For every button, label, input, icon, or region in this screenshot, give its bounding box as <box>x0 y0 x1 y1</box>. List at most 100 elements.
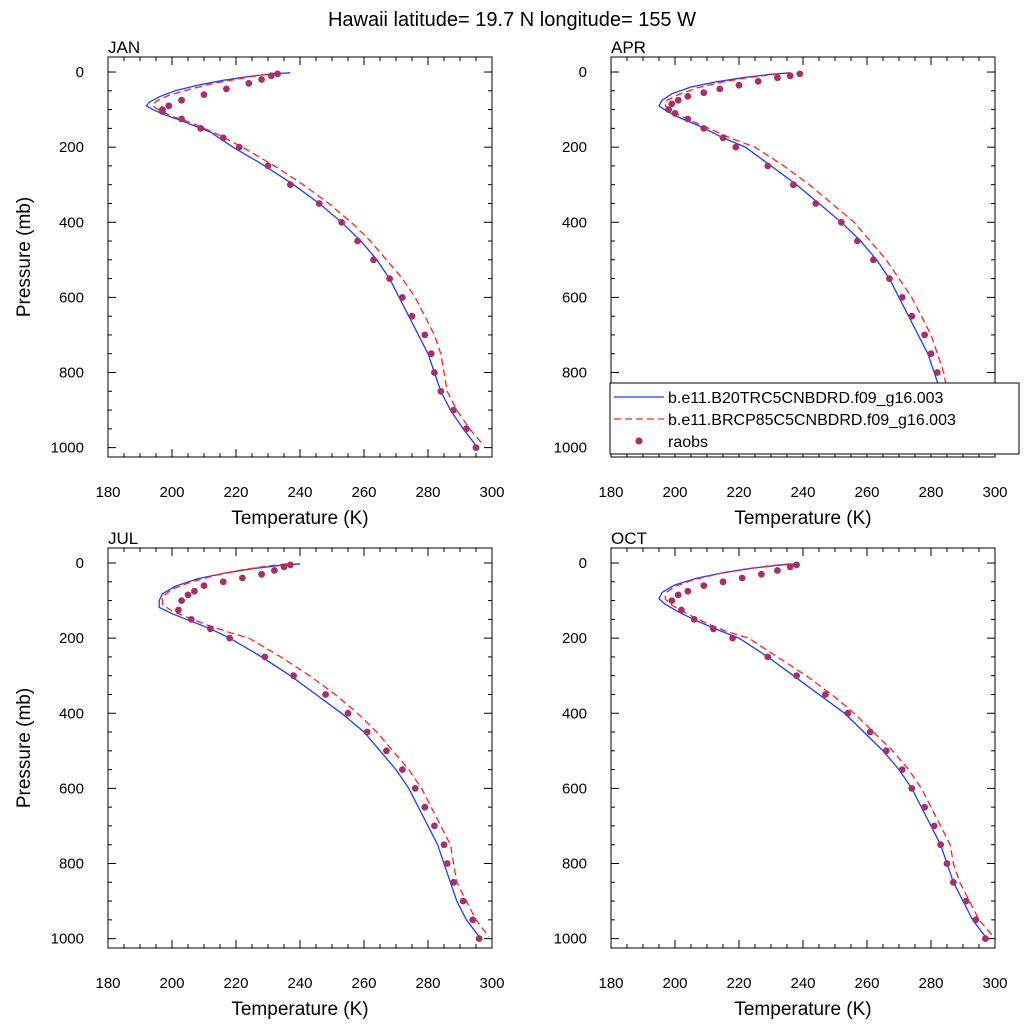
x-tick-label: 260 <box>351 484 376 501</box>
x-tick-label: 180 <box>598 484 623 501</box>
raobs-point <box>165 102 173 110</box>
x-tick-label: 220 <box>726 484 751 501</box>
raobs-point <box>175 606 182 614</box>
series-line-b20trc <box>145 72 477 447</box>
raobs-point <box>812 200 820 207</box>
raobs-point <box>267 72 275 80</box>
raobs-point <box>258 570 265 578</box>
x-tick-label: 260 <box>854 975 879 992</box>
raobs-point <box>472 444 480 451</box>
raobs-point <box>774 567 781 574</box>
y-tick-label: 0 <box>579 555 587 572</box>
raobs-point <box>261 653 269 661</box>
raobs-point <box>898 294 906 301</box>
y-tick-label: 600 <box>562 289 587 306</box>
raobs-point <box>927 350 935 358</box>
raobs-point <box>870 256 877 264</box>
raobs-point <box>700 582 708 589</box>
raobs-point <box>700 124 708 132</box>
raobs-point <box>344 709 352 717</box>
raobs-point <box>822 691 829 698</box>
raobs-point <box>459 897 467 905</box>
series-line-b20trc <box>658 563 986 938</box>
raobs-point <box>937 841 944 849</box>
raobs-point <box>671 109 679 117</box>
raobs-point <box>764 653 772 661</box>
raobs-point <box>219 578 227 586</box>
raobs-point <box>735 81 743 89</box>
y-tick-label: 1000 <box>554 931 587 948</box>
y-tick-label: 1000 <box>51 931 84 948</box>
raobs-point <box>207 625 214 633</box>
raobs-point <box>223 85 230 93</box>
x-tick-label: 300 <box>479 975 504 992</box>
x-axis-label: Temperature (K) <box>231 999 368 1020</box>
plot-frame <box>610 547 996 949</box>
raobs-point <box>469 916 477 924</box>
x-tick-label: 220 <box>726 975 751 992</box>
x-tick-label: 300 <box>479 484 504 501</box>
raobs-point <box>972 916 980 924</box>
raobs-point <box>982 935 989 942</box>
raobs-point <box>197 124 205 132</box>
x-tick-label: 300 <box>982 975 1007 992</box>
raobs-point <box>450 878 457 886</box>
panel-oct: 180 200 220 240 260 280 300 0 200 400 600 800 1000 OC… <box>554 529 1008 1020</box>
x-tick-label: 180 <box>95 484 120 501</box>
raobs-point <box>421 803 429 811</box>
raobs-point <box>315 200 323 207</box>
raobs-point <box>338 218 345 226</box>
y-tick-label: 0 <box>76 555 84 572</box>
raobs-point <box>690 616 698 623</box>
y-tick-label: 200 <box>59 139 84 156</box>
x-tick-label: 200 <box>662 484 687 501</box>
panels: 180 200 220 240 260 280 300 0 200 400 600 800 1000 JA… <box>14 38 1008 1020</box>
y-tick-label: 800 <box>59 364 84 381</box>
raobs-point <box>908 312 916 320</box>
raobs-point <box>440 841 448 849</box>
raobs-point <box>684 93 692 100</box>
raobs-point <box>290 672 297 680</box>
raobs-point <box>684 587 692 595</box>
panel-apr: 180 200 220 240 260 280 300 0 200 400 600 800 1000 AP… <box>554 38 1008 529</box>
raobs-point <box>219 134 227 142</box>
x-tick-label: 180 <box>598 975 623 992</box>
x-tick-label: 200 <box>662 975 687 992</box>
y-tick-label: 200 <box>562 139 587 156</box>
x-tick-label: 280 <box>415 975 440 992</box>
raobs-point <box>962 897 970 905</box>
x-tick-label: 280 <box>415 484 440 501</box>
raobs-point <box>796 70 804 78</box>
x-tick-label: 220 <box>223 484 248 501</box>
raobs-point <box>280 563 288 571</box>
raobs-point <box>898 766 906 773</box>
raobs-point <box>732 143 740 151</box>
raobs-point <box>665 106 672 113</box>
raobs-point <box>943 860 951 867</box>
y-tick-label: 800 <box>59 855 84 872</box>
raobs-point <box>239 574 246 582</box>
panel-jan: 180 200 220 240 260 280 300 0 200 400 600 800 1000 JA… <box>14 38 505 529</box>
plot-frame <box>107 547 493 949</box>
series-line-brcp85 <box>664 563 993 936</box>
x-tick-label: 180 <box>95 975 120 992</box>
raobs-point <box>844 709 852 717</box>
raobs-point <box>674 591 682 599</box>
x-tick-label: 240 <box>287 975 312 992</box>
x-axis-label: Temperature (K) <box>231 508 368 529</box>
raobs-point <box>383 747 390 755</box>
x-tick-label: 240 <box>287 484 312 501</box>
y-tick-label: 200 <box>59 630 84 647</box>
raobs-point <box>678 606 685 614</box>
raobs-point <box>200 91 208 98</box>
raobs-point <box>370 256 377 264</box>
raobs-point <box>399 294 406 301</box>
raobs-point <box>764 162 772 170</box>
y-tick-label: 200 <box>562 630 587 647</box>
raobs-point <box>886 275 893 282</box>
raobs-point <box>716 85 724 93</box>
panel-label: OCT <box>611 529 647 548</box>
raobs-point <box>921 803 928 811</box>
raobs-point <box>950 878 957 886</box>
